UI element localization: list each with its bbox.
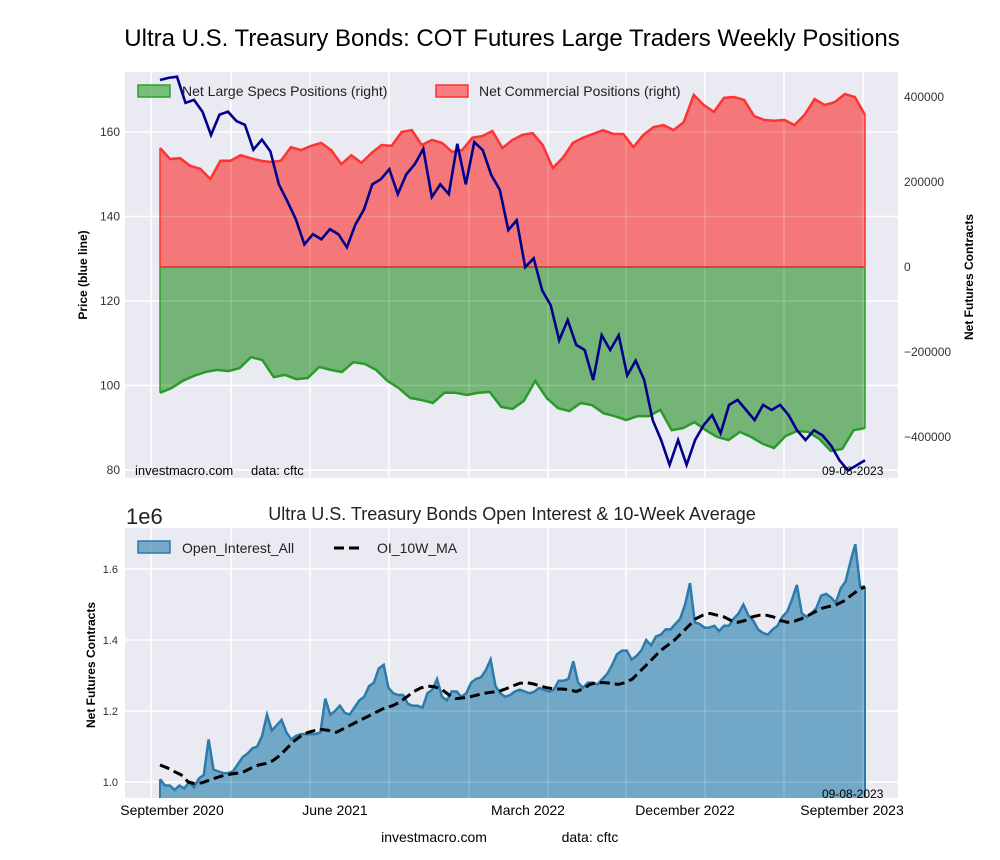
top-ylabel-right: Net Futures Contracts [962, 214, 976, 340]
top-ytick-right-2: 0 [904, 260, 911, 274]
bottom-scale-label: 1e6 [126, 504, 163, 529]
bottom-xtick-3: December 2022 [635, 802, 735, 818]
legend-label-ma: OI_10W_MA [377, 540, 458, 556]
bottom-xtick-2: March 2022 [491, 802, 565, 818]
oi-line [159, 543, 865, 792]
ma-line [159, 585, 866, 786]
bottom-xtick-4: September 2023 [800, 802, 904, 818]
bottom-yticks: 1.0 1.2 1.4 1.6 [103, 564, 118, 789]
main-title: Ultra U.S. Treasury Bonds: COT Futures L… [124, 25, 899, 52]
top-ytick-left-0: 80 [107, 463, 121, 477]
top-ytick-right-4: 400000 [904, 90, 944, 104]
bottom-title: Ultra U.S. Treasury Bonds Open Interest … [268, 504, 756, 524]
bottom-ytick-3: 1.6 [103, 564, 118, 576]
legend-swatch-commercial [435, 84, 469, 98]
bottom-ytick-2: 1.4 [103, 635, 118, 647]
bottom-source-note: investmacro.com [381, 829, 487, 845]
top-ytick-left-1: 100 [100, 379, 120, 393]
top-source-note: investmacro.com [135, 463, 233, 478]
top-series [125, 72, 898, 478]
legend-swatch-specs [137, 84, 171, 98]
legend-label-commercial: Net Commercial Positions (right) [479, 83, 681, 99]
top-ytick-right-0: −400000 [904, 430, 951, 444]
commercial-line [159, 92, 867, 182]
bottom-xtick-0: September 2020 [120, 802, 224, 818]
bottom-data-note: data: cftc [562, 829, 619, 845]
top-data-note: data: cftc [251, 463, 304, 478]
top-date-note: 09-08-2023 [822, 464, 884, 478]
top-ytick-right-1: −200000 [904, 345, 951, 359]
specs-area [160, 267, 865, 451]
top-yticks-right: −400000 −200000 0 200000 400000 [904, 90, 951, 444]
bottom-xtick-1: June 2021 [302, 802, 368, 818]
top-legend: Net Large Specs Positions (right) Net Co… [137, 83, 681, 99]
oi-area [160, 544, 865, 798]
bottom-legend: Open_Interest_All OI_10W_MA [137, 540, 458, 556]
specs-line [159, 355, 866, 453]
bottom-ytick-1: 1.2 [103, 706, 118, 718]
commercial-area [160, 94, 865, 267]
legend-swatch-oi [137, 540, 171, 554]
top-yticks-left: 80 100 120 140 160 [100, 125, 120, 477]
bottom-xticks: September 2020 June 2021 March 2022 Decembe… [120, 802, 904, 818]
top-ylabel-left: Price (blue line) [76, 230, 90, 319]
bottom-series [125, 528, 898, 798]
top-ytick-left-3: 140 [100, 210, 120, 224]
bottom-date-note: 09-08-2023 [822, 787, 884, 801]
bottom-ytick-0: 1.0 [103, 777, 118, 789]
top-ytick-right-3: 200000 [904, 175, 944, 189]
legend-label-specs: Net Large Specs Positions (right) [182, 83, 387, 99]
bottom-ylabel: Net Futures Contracts [84, 602, 98, 728]
top-ytick-left-2: 120 [100, 294, 120, 308]
legend-label-oi: Open_Interest_All [182, 540, 294, 556]
top-ytick-left-4: 160 [100, 125, 120, 139]
price-line [159, 75, 866, 473]
